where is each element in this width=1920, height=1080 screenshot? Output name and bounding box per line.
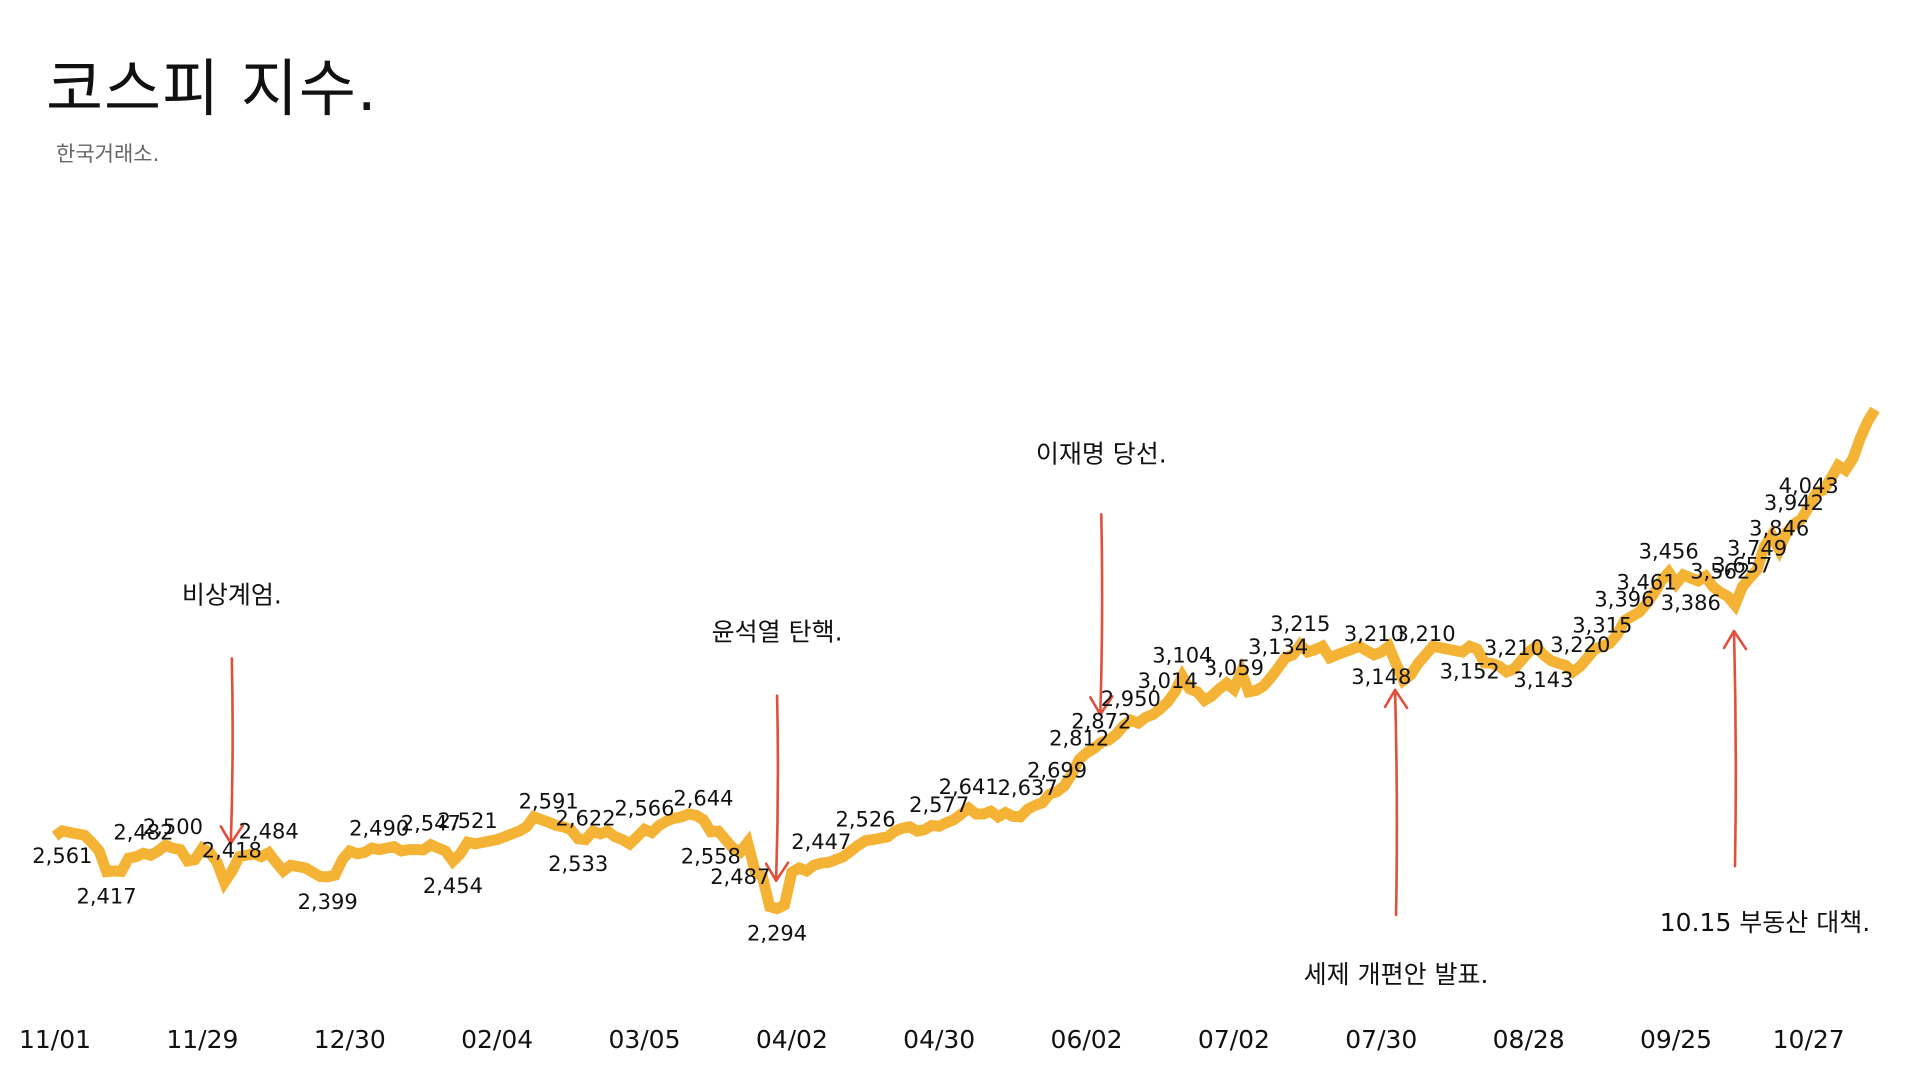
data-label: 3,220: [1550, 633, 1610, 657]
data-label: 3,134: [1248, 635, 1308, 659]
data-label: 3,210: [1344, 622, 1404, 646]
data-label: 3,749: [1727, 537, 1787, 561]
data-label: 2,454: [423, 874, 483, 898]
data-label: 2,399: [298, 890, 358, 914]
annotation-arrow-head: [764, 861, 790, 882]
x-tick-label: 04/02: [756, 1025, 828, 1054]
chart-title: 코스피 지수.: [46, 52, 378, 125]
x-axis-ticks: 11/01 11/29 12/30 02/04 03/05 04/02 04/30 06/02…: [19, 1025, 1845, 1054]
data-label: 2,644: [673, 787, 733, 811]
x-tick-label: 07/02: [1198, 1025, 1270, 1054]
data-label: 2,577: [909, 793, 969, 817]
data-label: 3,657: [1712, 554, 1772, 578]
x-tick-label: 03/05: [608, 1025, 680, 1054]
data-label: 2,872: [1071, 709, 1131, 733]
data-label: 2,533: [548, 852, 608, 876]
chart-source: 한국거래소.: [56, 142, 160, 166]
x-tick-label: 08/28: [1493, 1025, 1565, 1054]
data-label: 2,521: [438, 809, 498, 833]
data-label: 2,487: [710, 865, 770, 889]
annotation-martial-law: 비상계엄.: [182, 580, 282, 609]
data-label: 2,526: [835, 808, 895, 832]
data-label: 3,210: [1395, 622, 1455, 646]
annotation-arrows: [219, 513, 1748, 917]
annotation-arrow-head: [1089, 695, 1114, 716]
x-tick-label: 07/30: [1345, 1025, 1417, 1054]
data-label: 2,699: [1027, 759, 1087, 783]
data-label: 2,484: [239, 820, 299, 844]
data-label: 2,591: [519, 789, 579, 813]
data-label: 2,812: [1049, 726, 1109, 750]
data-label: 4,043: [1779, 474, 1839, 498]
x-tick-label: 06/02: [1051, 1025, 1123, 1054]
data-label: 3,315: [1572, 613, 1632, 637]
x-tick-label: 04/30: [903, 1025, 975, 1054]
x-tick-label: 10/27: [1773, 1025, 1845, 1054]
data-label: 3,562: [1690, 559, 1750, 583]
data-label: 3,396: [1594, 588, 1654, 612]
series-line-layer: [51, 406, 1880, 915]
series-line: [51, 406, 1880, 915]
annotation-arrow-shaft: [1732, 629, 1738, 868]
data-label: 3,215: [1270, 612, 1330, 636]
annotation-arrow-head: [219, 824, 245, 845]
data-label: 2,500: [143, 815, 203, 839]
x-tick-label: 11/29: [166, 1025, 238, 1054]
x-tick-label: 02/04: [461, 1025, 533, 1054]
data-label: 2,561: [32, 844, 92, 868]
annotation-impeachment: 윤석열 탄핵.: [712, 618, 843, 647]
annotation-arrow-shaft: [229, 657, 234, 845]
data-label: 3,942: [1764, 491, 1824, 515]
data-label: 3,461: [1617, 571, 1677, 595]
data-label: 3,846: [1749, 517, 1809, 541]
data-label: 3,059: [1204, 656, 1264, 680]
data-label: 2,490: [349, 817, 409, 841]
data-label: 3,143: [1513, 668, 1573, 692]
x-tick-label: 11/01: [19, 1025, 91, 1054]
annotation-arrow-shaft: [774, 694, 780, 882]
data-label: 3,014: [1138, 669, 1198, 693]
data-label: 2,417: [77, 885, 137, 909]
annotation-arrow-head: [1722, 629, 1748, 651]
annotation-election: 이재명 당선.: [1036, 439, 1167, 468]
annotation-tax-reform: 세제 개편안 발표.: [1304, 960, 1489, 989]
data-label: 2,566: [614, 796, 674, 820]
data-label: 3,152: [1440, 659, 1500, 683]
data-label: 2,418: [202, 838, 262, 862]
data-label: 2,547: [401, 812, 461, 836]
data-label: 2,622: [555, 807, 615, 831]
x-tick-label: 09/25: [1640, 1025, 1712, 1054]
annotation-arrow-head: [1383, 688, 1409, 710]
data-label: 3,386: [1661, 591, 1721, 615]
data-label: 3,148: [1351, 665, 1411, 689]
annotation-real-estate: 10.15 부동산 대책.: [1660, 908, 1870, 937]
data-label: 2,558: [681, 845, 741, 869]
annotation-arrow-shaft: [1099, 513, 1104, 716]
data-label: 2,637: [998, 776, 1058, 800]
annotation-texts: 비상계엄. 윤석열 탄핵. 이재명 당선. 세제 개편안 발표. 10.15 부동산 대…: [182, 439, 1870, 989]
x-tick-label: 12/30: [314, 1025, 386, 1054]
data-label: 2,641: [939, 775, 999, 799]
data-label: 2,294: [747, 922, 807, 946]
data-label: 2,482: [113, 820, 173, 844]
data-label: 3,456: [1639, 539, 1699, 563]
annotation-arrow-shaft: [1393, 688, 1399, 917]
data-label: 3,210: [1484, 636, 1544, 660]
data-label: 3,104: [1152, 643, 1212, 667]
data-label: 2,447: [791, 830, 851, 854]
data-label: 2,950: [1101, 687, 1161, 711]
